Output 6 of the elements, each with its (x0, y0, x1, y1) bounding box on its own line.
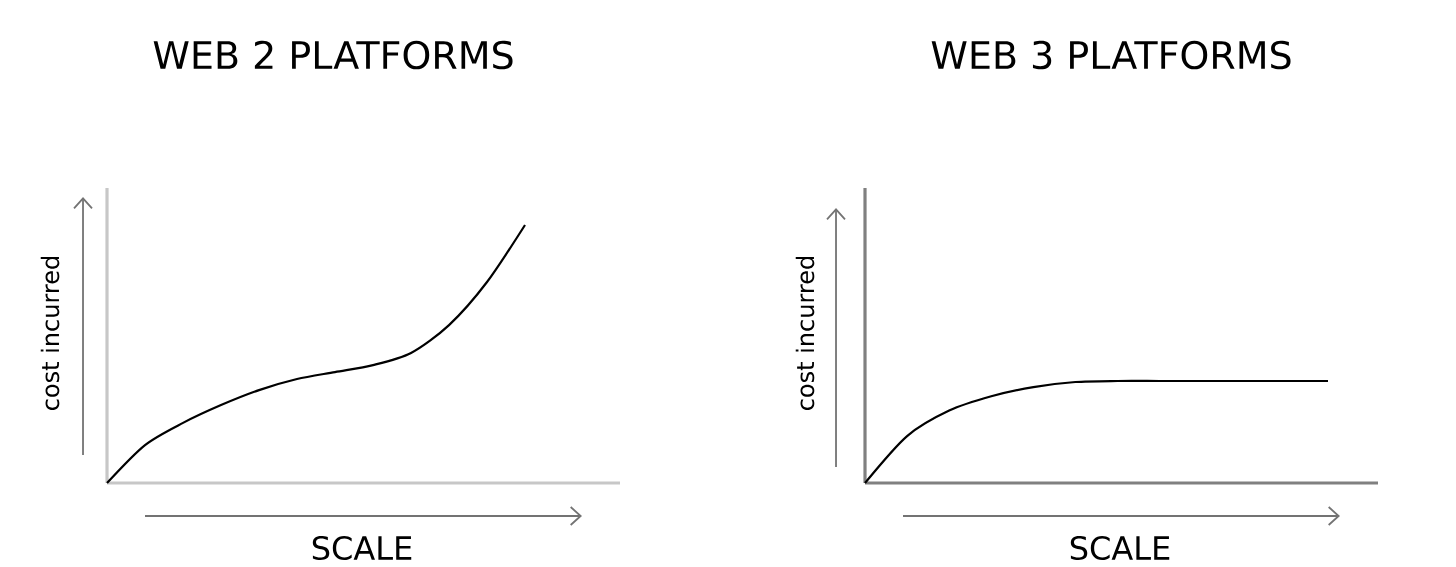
y-axis-title: cost incurred (40, 257, 60, 411)
chart-title: WEB 2 PLATFORMS (153, 40, 513, 70)
x-axis-title: SCALE (1070, 536, 1170, 561)
x-axis-title: SCALE (312, 536, 412, 561)
chart-title: WEB 3 PLATFORMS (931, 40, 1291, 70)
y-axis-title: cost incurred (795, 257, 815, 411)
